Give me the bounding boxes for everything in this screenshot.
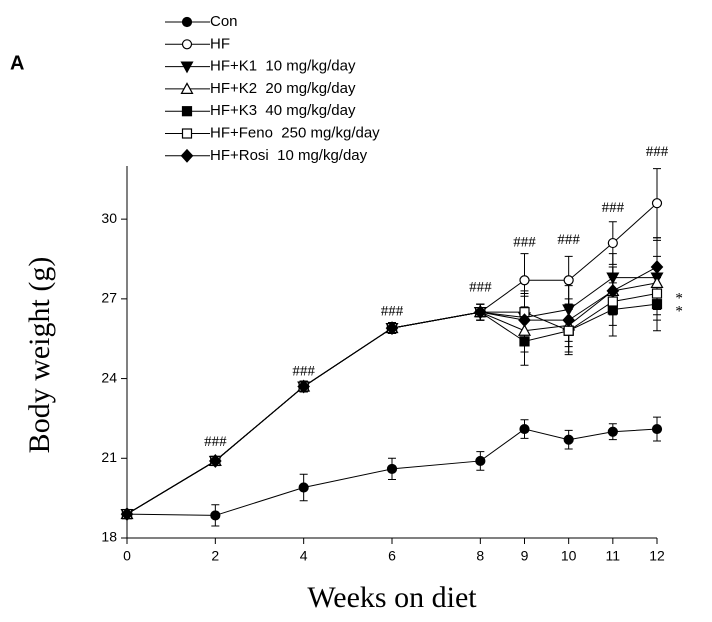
legend-marker	[180, 148, 194, 163]
y-tick-label: 24	[101, 369, 117, 385]
x-tick-label: 12	[649, 548, 665, 564]
marker	[298, 482, 309, 493]
marker	[607, 426, 618, 437]
marker	[518, 313, 531, 328]
legend-marker	[181, 39, 193, 50]
legend-label: HF+Feno 250 mg/kg/day	[210, 124, 380, 141]
legend-marker	[180, 82, 194, 95]
series-line	[126, 303, 658, 515]
marker	[209, 454, 222, 468]
marker	[606, 272, 620, 285]
annotation: ###	[646, 144, 669, 160]
legend-marker	[181, 16, 193, 28]
marker	[562, 304, 576, 317]
annotation: ###	[204, 434, 227, 450]
legend-label: HF+K2 20 mg/kg/day	[210, 80, 356, 97]
annotation: ###	[513, 234, 536, 250]
legend-marker	[181, 128, 193, 139]
legend-label: HF+K1 10 mg/kg/day	[210, 58, 356, 75]
legend-label: HF	[210, 35, 230, 52]
marker	[297, 379, 310, 394]
marker	[386, 463, 398, 475]
y-axis-title: Body weight (g)	[23, 257, 56, 454]
x-tick-label: 4	[300, 548, 308, 564]
marker	[563, 275, 574, 286]
annotation: ###	[602, 200, 625, 216]
y-tick-label: 18	[101, 529, 117, 545]
x-tick-label: 6	[388, 548, 396, 564]
marker	[385, 321, 399, 335]
marker	[607, 296, 618, 307]
annotation: ###	[292, 363, 315, 379]
marker	[519, 423, 530, 435]
legend-label: HF+Rosi 10 mg/kg/day	[210, 147, 368, 164]
marker	[651, 299, 663, 310]
panel-label: A	[10, 52, 24, 74]
annotation: ###	[469, 280, 492, 296]
marker	[606, 283, 620, 298]
marker	[650, 260, 664, 274]
marker	[562, 313, 575, 328]
y-tick-label: 27	[101, 290, 117, 306]
marker	[651, 198, 663, 209]
marker	[519, 275, 530, 286]
marker	[607, 237, 618, 249]
legend-label: Con	[210, 13, 238, 30]
y-tick-label: 21	[101, 449, 117, 465]
y-tick-label: 30	[101, 210, 117, 226]
annotation: ###	[557, 232, 580, 248]
legend-marker	[180, 61, 194, 74]
annotation: *	[675, 304, 683, 320]
marker	[563, 325, 574, 336]
marker	[651, 423, 663, 435]
annotation: ###	[381, 304, 404, 320]
x-tick-label: 9	[521, 548, 529, 564]
marker	[474, 305, 487, 320]
marker	[210, 510, 221, 521]
legend-marker	[181, 106, 193, 117]
x-tick-label: 11	[606, 548, 621, 564]
annotation: *	[675, 290, 683, 306]
x-tick-label: 10	[561, 548, 577, 564]
marker	[519, 336, 530, 347]
marker	[475, 455, 486, 467]
marker	[517, 323, 532, 336]
marker	[651, 288, 663, 299]
x-tick-label: 2	[211, 548, 219, 564]
marker	[650, 276, 664, 289]
x-axis-title: Weeks on diet	[307, 581, 477, 614]
x-tick-label: 8	[476, 548, 484, 564]
legend-label: HF+K3 40 mg/kg/day	[210, 102, 356, 119]
x-tick-label: 0	[123, 548, 131, 564]
marker	[563, 434, 574, 445]
marker	[120, 507, 134, 521]
